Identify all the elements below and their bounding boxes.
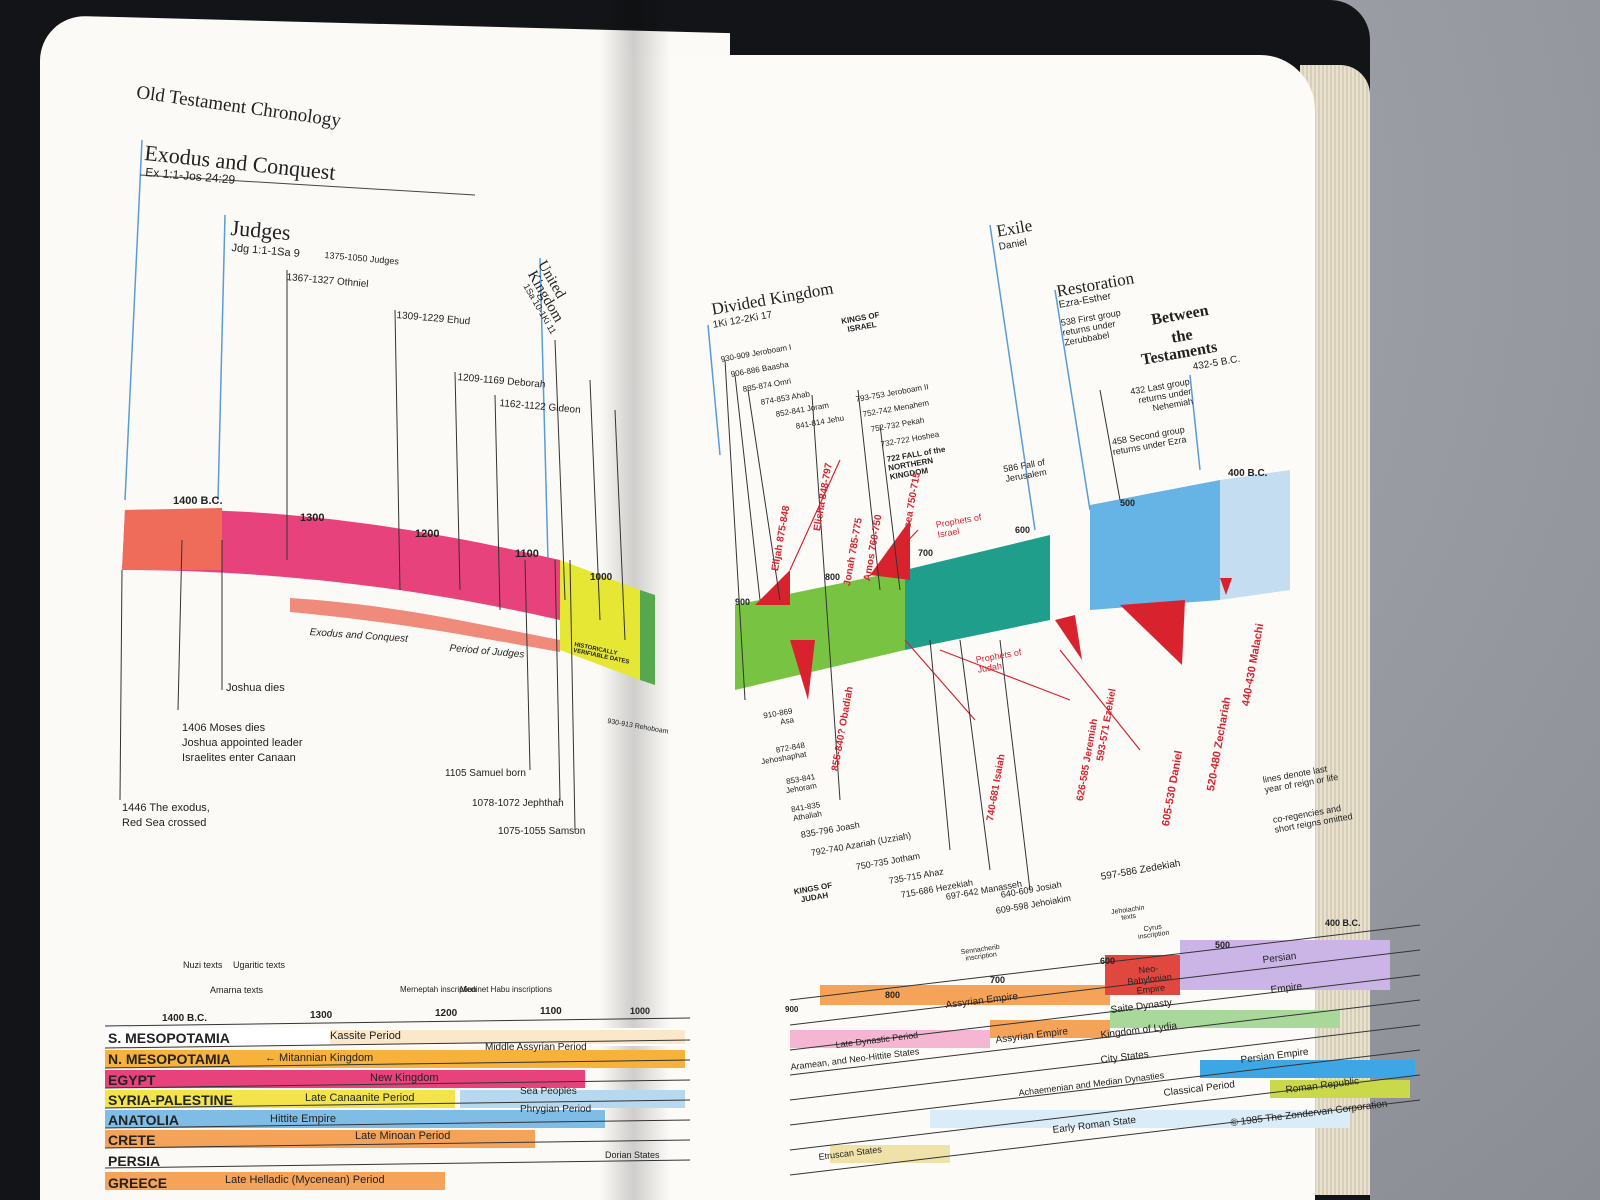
- date-1300: 1300: [300, 512, 325, 524]
- row-egypt-period: New Kingdom: [370, 1072, 439, 1084]
- row-s-mesopotamia: S. MESOPOTAMIA: [108, 1030, 230, 1046]
- date-1000: 1000: [590, 572, 613, 583]
- row-crete: CRETE: [108, 1132, 156, 1148]
- table-date-1000: 1000: [630, 1006, 651, 1016]
- table-date-400: 400 B.C.: [1325, 918, 1361, 928]
- event-samson: 1075-1055 Samson: [498, 826, 586, 837]
- event-joshua-dies: Joshua dies: [226, 682, 285, 694]
- table-date-1400: 1400 B.C.: [162, 1013, 208, 1024]
- row-persia-period: Dorian States: [605, 1150, 660, 1160]
- row-anatolia: ANATOLIA: [108, 1112, 180, 1128]
- table-date-1300: 1300: [310, 1010, 333, 1021]
- table-date-600: 600: [1100, 956, 1116, 966]
- date-500: 500: [1120, 498, 1136, 508]
- row-crete-period: Late Minoan Period: [355, 1130, 451, 1142]
- row-syria-palestine-period-2: Sea Peoples: [520, 1086, 577, 1097]
- row-egypt: EGYPT: [108, 1072, 156, 1088]
- date-1100: 1100: [515, 548, 539, 560]
- judges-title: Judges: [229, 215, 292, 246]
- row-greece: GREECE: [108, 1175, 168, 1191]
- date-1200: 1200: [415, 528, 440, 540]
- table-date-800: 800: [885, 990, 901, 1000]
- date-900: 900: [735, 597, 751, 607]
- event-red-sea: Red Sea crossed: [122, 817, 207, 829]
- date-1400: 1400 B.C.: [173, 495, 223, 507]
- date-800: 800: [825, 572, 841, 582]
- row-n-mesopotamia-period-2: Middle Assyrian Period: [485, 1042, 587, 1053]
- event-moses-dies: 1406 Moses dies: [182, 722, 266, 734]
- note-medinet: Medinet Habu inscriptions: [460, 985, 553, 994]
- date-600: 600: [1015, 525, 1031, 535]
- event-exodus: 1446 The exodus,: [122, 802, 210, 814]
- note-nuzi: Nuzi texts: [183, 960, 223, 970]
- row-greece-period: Late Helladic (Mycenean) Period: [225, 1174, 385, 1186]
- row-syria-palestine-period: Late Canaanite Period: [305, 1092, 415, 1104]
- row-n-mesopotamia: N. MESOPOTAMIA: [108, 1051, 231, 1067]
- row-anatolia-period: Hittite Empire: [270, 1113, 337, 1125]
- row-n-mesopotamia-period: ← Mitannian Kingdom: [265, 1052, 374, 1064]
- note-merneptah: Merneptah inscription: [400, 985, 477, 994]
- table-date-900: 900: [785, 1005, 799, 1014]
- table-date-700: 700: [990, 975, 1006, 985]
- date-400: 400 B.C.: [1228, 468, 1268, 479]
- table-date-500: 500: [1215, 940, 1231, 950]
- table-date-1100: 1100: [540, 1006, 562, 1017]
- event-samuel: 1105 Samuel born: [445, 768, 526, 779]
- event-israelites: Israelites enter Canaan: [182, 752, 296, 764]
- row-syria-palestine: SYRIA-PALESTINE: [108, 1092, 233, 1108]
- event-jephthah: 1078-1072 Jephthah: [472, 798, 564, 809]
- row-anatolia-period-2: Phrygian Period: [520, 1104, 592, 1115]
- row-persia: PERSIA: [108, 1153, 161, 1169]
- table-date-1200: 1200: [435, 1008, 458, 1019]
- event-joshua-leader: Joshua appointed leader: [182, 737, 303, 749]
- note-ugaritic: Ugaritic texts: [233, 960, 286, 970]
- date-700: 700: [918, 548, 934, 558]
- row-s-mesopotamia-period: Kassite Period: [330, 1030, 401, 1042]
- note-amarna: Amarna texts: [210, 985, 264, 995]
